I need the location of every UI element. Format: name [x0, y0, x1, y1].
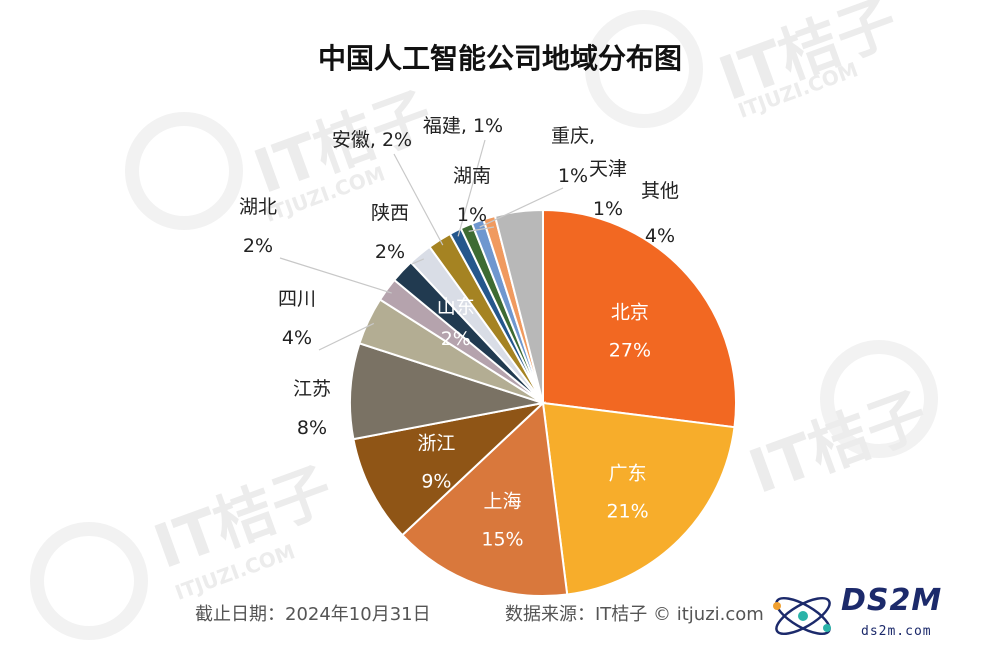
slice-value-4: 9% [421, 470, 451, 492]
pie-slice-5 [349, 342, 544, 441]
leader-lines [279, 139, 564, 351]
leader-line-10 [393, 153, 444, 246]
leader-line-11 [457, 139, 486, 237]
slice-label-3: 上海 [483, 491, 521, 513]
slice-value-2: 21% [606, 501, 648, 523]
slice-value-8: 2% [441, 328, 471, 350]
slice-label-7: 湖北 [239, 196, 277, 218]
slice-label-4: 浙江 [417, 432, 455, 454]
leader-line-9 [411, 258, 425, 265]
slice-label-6: 四川 [278, 288, 316, 310]
atom-icon [773, 596, 831, 636]
slice-value-13: 1% [558, 165, 588, 187]
pie-slices [349, 208, 737, 597]
leader-line-13 [479, 187, 564, 228]
slice-value-9: 2% [375, 241, 405, 263]
leader-line-7 [279, 257, 392, 294]
logo-url: ds2m.com [861, 624, 932, 639]
slice-value-6: 4% [282, 327, 312, 349]
slice-label-14: 天津 [589, 158, 627, 180]
pie-slice-15 [493, 208, 544, 404]
slice-label-8: 山东 [437, 296, 475, 318]
slice-value-7: 2% [243, 235, 273, 257]
slice-label-12: 湖南 [453, 165, 491, 187]
slice-label-5: 江苏 [293, 378, 331, 400]
slice-label-9: 陕西 [371, 202, 409, 224]
slice-labels: 北京 27% 广东 21% 上海 15% 浙江 9% 江苏 8% 四川 4% 湖北 2% 山东 2% 陕西 2% 安… [239, 115, 679, 551]
slice-value-1: 27% [609, 339, 651, 361]
slice-label-13: 重庆, [551, 125, 595, 147]
leader-line-12 [468, 226, 495, 232]
slice-value-5: 8% [297, 417, 327, 439]
slice-value-15: 4% [645, 225, 675, 247]
logo: DS2M ds2m.com [765, 578, 1000, 651]
slice-value-14: 1% [593, 198, 623, 220]
slice-label-15: 其他 [641, 180, 679, 202]
slice-value-3: 15% [481, 529, 523, 551]
slice-label-1: 北京 [611, 301, 649, 323]
pie-slice-4 [352, 401, 547, 537]
pie-slice-3 [400, 400, 569, 597]
slice-label-10: 安徽, 2% [332, 129, 412, 151]
slice-label-11: 福建, 1% [423, 115, 503, 137]
pie-slice-2 [541, 401, 736, 596]
footer-date: 截止日期：2024年10月31日 [195, 604, 431, 625]
logo-text: DS2M [841, 583, 943, 618]
chart-title: 中国人工智能公司地域分布图 [318, 42, 682, 75]
slice-label-2: 广东 [609, 463, 647, 485]
footer-source: 数据来源：IT桔子 © itjuzi.com [505, 604, 764, 625]
leader-line-6 [318, 322, 375, 351]
slice-value-12: 1% [457, 204, 487, 226]
pie-slice-1 [542, 208, 737, 429]
